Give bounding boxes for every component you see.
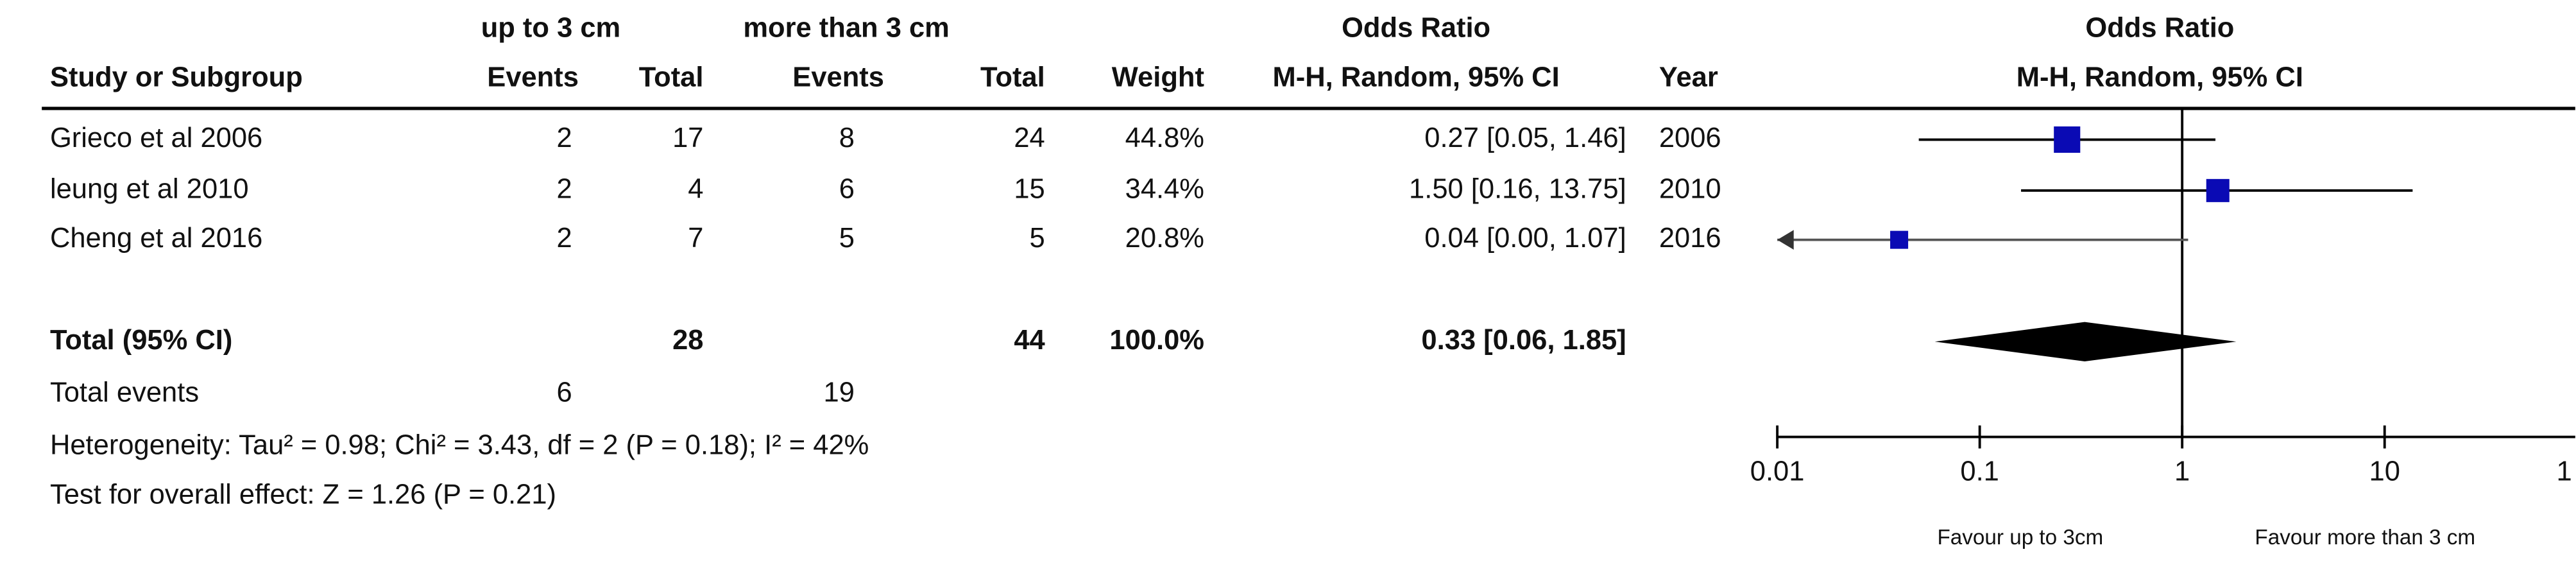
total-ci: 0.33 [0.06, 1.85] <box>1421 325 1626 356</box>
study-name: leung et al 2010 <box>50 173 249 204</box>
total-total1: 28 <box>672 325 703 356</box>
events2: 8 <box>839 123 855 153</box>
study-header: Study or Subgroup <box>50 62 303 92</box>
events2-header: Events <box>792 62 884 92</box>
total-events1: 6 <box>557 377 572 408</box>
study-square <box>2206 178 2230 202</box>
year: 2016 <box>1659 223 1721 254</box>
total2: 15 <box>1014 173 1045 204</box>
group2-header: more than 3 cm <box>743 13 950 44</box>
plot-method: M-H, Random, 95% CI <box>2017 62 2303 92</box>
total-total2: 44 <box>1014 325 1045 356</box>
group1-header: up to 3 cm <box>481 13 621 44</box>
x-tick-label: 0.01 <box>1750 456 1805 487</box>
events1: 2 <box>557 173 572 204</box>
events1: 2 <box>557 123 572 153</box>
total-events-label: Total events <box>50 377 199 408</box>
weight: 34.4% <box>1125 173 1204 204</box>
ci-arrow <box>1777 230 1794 250</box>
favour-right: Favour more than 3 cm <box>2255 526 2475 549</box>
x-tick-label: 10 <box>2369 456 2400 487</box>
method-header: M-H, Random, 95% CI <box>1273 62 1560 92</box>
overall-effect: Test for overall effect: Z = 1.26 (P = 0… <box>50 479 556 510</box>
study-name: Grieco et al 2006 <box>50 123 262 153</box>
total-name: Total (95% CI) <box>50 325 232 356</box>
total1: 4 <box>688 173 703 204</box>
heterogeneity: Heterogeneity: Tau² = 0.98; Chi² = 3.43,… <box>50 430 869 461</box>
total-weight: 100.0% <box>1109 325 1204 356</box>
year: 2006 <box>1659 123 1721 153</box>
total-events2: 19 <box>824 377 855 408</box>
year-header: Year <box>1659 62 1718 92</box>
effect-header: Odds Ratio <box>1342 13 1490 44</box>
total-diamond <box>1934 322 2237 361</box>
events1: 2 <box>557 223 572 254</box>
favour-left: Favour up to 3cm <box>1937 526 2103 549</box>
events1-header: Events <box>487 62 579 92</box>
study-square <box>2054 126 2081 153</box>
ci: 1.50 [0.16, 13.75] <box>1409 173 1626 204</box>
weight-header: Weight <box>1112 62 1204 92</box>
total2: 24 <box>1014 123 1045 153</box>
events2: 6 <box>839 173 855 204</box>
x-tick-label: 0.1 <box>1960 456 1999 487</box>
year: 2010 <box>1659 173 1721 204</box>
x-tick-label: 1 <box>2174 456 2190 487</box>
plot-title: Odds Ratio <box>2085 13 2234 44</box>
study-name: Cheng et al 2016 <box>50 223 262 254</box>
ci: 0.04 [0.00, 1.07] <box>1424 223 1626 254</box>
study-square <box>1890 230 1909 249</box>
ci: 0.27 [0.05, 1.46] <box>1424 123 1626 153</box>
total1: 7 <box>688 223 703 254</box>
weight: 20.8% <box>1125 223 1204 254</box>
total1: 17 <box>672 123 703 153</box>
x-tick-label: 1 <box>2556 456 2572 487</box>
total2-header: Total <box>980 62 1045 92</box>
weight: 44.8% <box>1125 123 1204 153</box>
events2: 5 <box>839 223 855 254</box>
total2: 5 <box>1030 223 1045 254</box>
total1-header: Total <box>639 62 704 92</box>
